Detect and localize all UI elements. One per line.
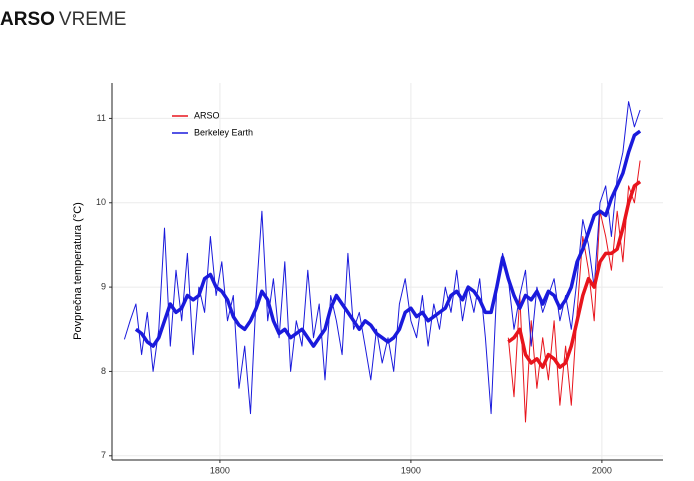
y-tick-label: 8 [101,366,106,376]
brand: ARSO [0,9,55,30]
section: VREME [59,9,127,30]
y-tick-label: 9 [101,281,106,291]
smoothed-line [134,129,642,348]
y-tick-label: 7 [101,450,106,460]
legend-label: Berkeley Earth [194,127,253,137]
x-tick-label: 1800 [210,465,230,475]
annual-line [123,101,641,415]
x-tick-label: 1900 [401,465,421,475]
annual-line [507,160,641,423]
legend-label: ARSO [194,110,220,120]
y-axis-label: Povprečna temperatura (°C) [72,202,84,340]
y-tick-label: 10 [96,197,106,207]
x-tick-label: 2000 [592,465,612,475]
y-tick-label: 11 [97,113,106,123]
site-header: ARSO VREME [0,9,126,30]
smoothed-line [507,180,642,369]
legend: ARSO Berkeley Earth [172,110,253,137]
